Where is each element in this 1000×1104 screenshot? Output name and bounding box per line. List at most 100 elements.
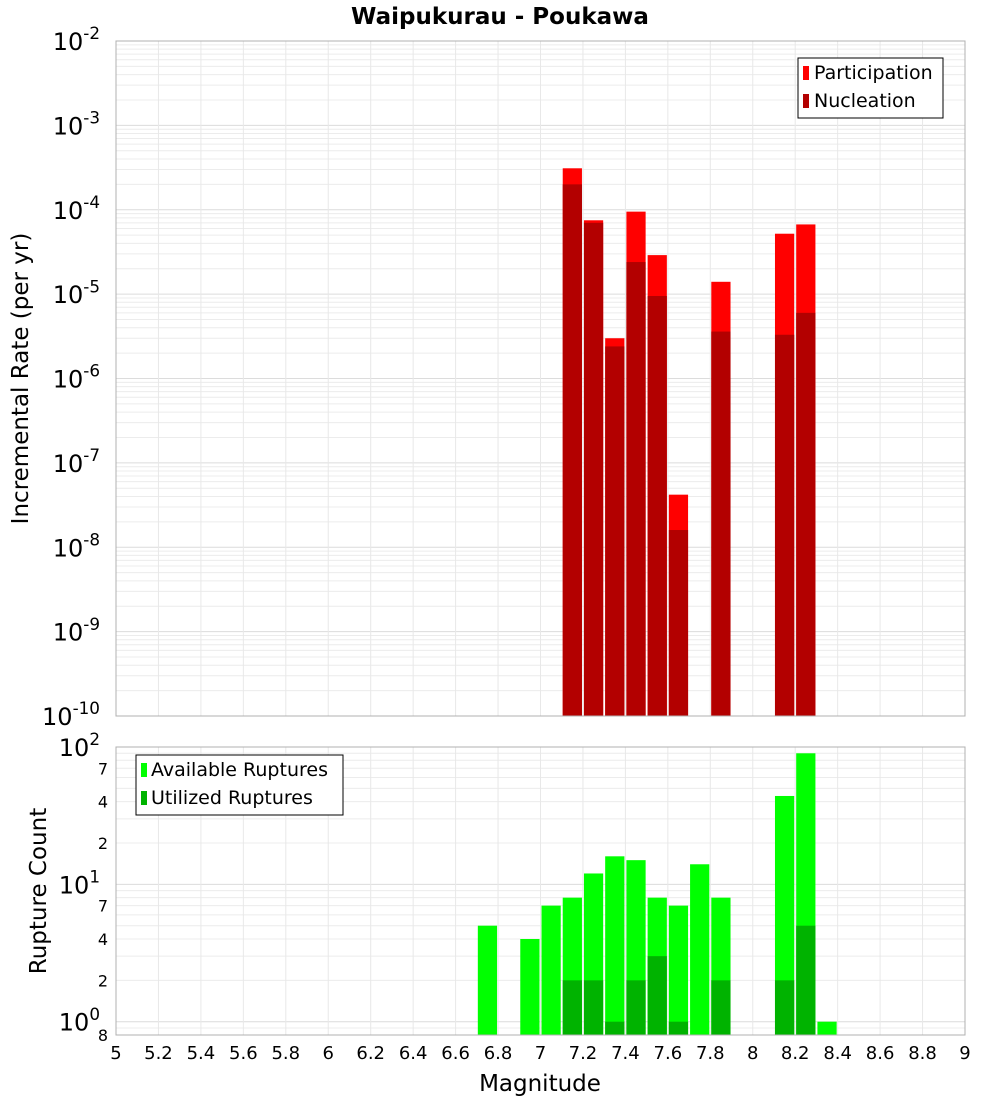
y-minor-tick-label-count: 4 bbox=[98, 793, 108, 812]
x-tick-label: 7.8 bbox=[696, 1043, 725, 1064]
utilized-ruptures-bar bbox=[562, 980, 582, 1035]
y-tick-label-rate: 10-4 bbox=[53, 192, 100, 225]
legend-rate: Participation Nucleation bbox=[797, 57, 944, 119]
available-ruptures-bar bbox=[817, 1021, 837, 1035]
y-tick-label-rate-exponent: -7 bbox=[83, 445, 100, 465]
x-tick-label: 8 bbox=[747, 1043, 758, 1064]
legend-label-utilized-ruptures: Utilized Ruptures bbox=[151, 787, 313, 809]
y-minor-tick-label-count: 7 bbox=[98, 759, 108, 778]
y-tick-label-count-exponent: 0 bbox=[89, 1004, 100, 1024]
nucleation-bar bbox=[605, 346, 625, 716]
x-tick-label: 5.8 bbox=[271, 1043, 300, 1064]
y-tick-label-rate: 10-9 bbox=[53, 614, 100, 647]
utilized-ruptures-bar bbox=[605, 1021, 625, 1035]
y-tick-label-rate-exponent: -2 bbox=[83, 23, 100, 43]
legend-label-available-ruptures: Available Ruptures bbox=[151, 759, 328, 781]
legend-count: Available Ruptures Utilized Ruptures bbox=[135, 754, 344, 816]
x-tick-label: 8.4 bbox=[823, 1043, 852, 1064]
utilized-ruptures-bar bbox=[647, 956, 667, 1035]
y-tick-label-rate-base: 10 bbox=[53, 197, 84, 225]
x-tick-label: 6.6 bbox=[441, 1043, 470, 1064]
legend-swatch-participation bbox=[803, 66, 809, 80]
nucleation-bar bbox=[796, 312, 816, 716]
nucleation-bar bbox=[647, 296, 667, 716]
y-axis-label-rate: Incremental Rate (per yr) bbox=[8, 233, 34, 525]
y-tick-label-rate-exponent: -9 bbox=[83, 614, 100, 634]
plot-frame bbox=[115, 40, 966, 717]
utilized-ruptures-bar bbox=[668, 1021, 689, 1035]
nucleation-bar bbox=[583, 222, 604, 716]
nucleation-bar bbox=[626, 262, 646, 716]
y-tick-label-count: 102 bbox=[59, 729, 100, 762]
available-ruptures-bar bbox=[605, 856, 625, 1035]
y-axis-label-count: Rupture Count bbox=[26, 808, 52, 974]
y-tick-label-count-exponent: 2 bbox=[89, 729, 100, 749]
available-ruptures-bar bbox=[668, 905, 689, 1035]
legend-box bbox=[797, 57, 944, 119]
y-minor-tick-label-count: 4 bbox=[98, 930, 108, 949]
y-tick-label-rate-exponent: -5 bbox=[83, 276, 100, 296]
y-minor-tick-label-count: 7 bbox=[98, 897, 108, 916]
y-tick-label-rate-base: 10 bbox=[42, 703, 73, 731]
nucleation-bar bbox=[774, 334, 795, 716]
utilized-ruptures-bar bbox=[626, 980, 646, 1035]
x-tick-label: 7.6 bbox=[654, 1043, 683, 1064]
available-ruptures-bar bbox=[520, 939, 540, 1035]
x-tick-label: 6.8 bbox=[484, 1043, 513, 1064]
x-tick-label: 9 bbox=[959, 1043, 970, 1064]
y-minor-tick-label-count: 8 bbox=[98, 1026, 108, 1045]
legend-label-participation: Participation bbox=[814, 62, 933, 84]
y-tick-label-rate-base: 10 bbox=[53, 450, 84, 478]
legend-swatch-utilized-ruptures bbox=[141, 791, 147, 805]
y-tick-label-rate: 10-3 bbox=[53, 108, 100, 141]
y-tick-label-rate: 10-8 bbox=[53, 529, 100, 562]
y-tick-label-rate-base: 10 bbox=[53, 28, 84, 56]
utilized-ruptures-bar bbox=[711, 980, 731, 1035]
y-tick-label-rate: 10-2 bbox=[53, 23, 100, 56]
legend-box bbox=[135, 754, 344, 816]
legend-label-nucleation: Nucleation bbox=[814, 90, 916, 112]
x-tick-label: 8.2 bbox=[781, 1043, 810, 1064]
y-tick-label-rate-exponent: -10 bbox=[73, 698, 100, 718]
y-tick-label-count-base: 10 bbox=[59, 734, 90, 762]
utilized-ruptures-bar bbox=[583, 980, 604, 1035]
y-tick-label-rate-exponent: -6 bbox=[83, 361, 100, 381]
y-tick-label-rate-base: 10 bbox=[53, 534, 84, 562]
chart-title: Waipukurau - Poukawa bbox=[351, 4, 649, 30]
y-tick-label-rate-exponent: -4 bbox=[83, 192, 100, 212]
y-tick-label-rate-base: 10 bbox=[53, 366, 84, 394]
available-ruptures-bar bbox=[774, 795, 795, 1035]
available-ruptures-bar bbox=[477, 925, 498, 1035]
x-tick-label: 5.4 bbox=[187, 1043, 216, 1064]
y-tick-label-rate: 10-10 bbox=[42, 698, 100, 731]
rate-plot: Waipukurau - Poukawa Incremental Rate (pe… bbox=[8, 4, 966, 731]
y-tick-label-rate: 10-5 bbox=[53, 276, 100, 309]
available-ruptures-bar bbox=[690, 864, 710, 1035]
nucleation-bar bbox=[711, 331, 731, 716]
x-tick-label: 5.2 bbox=[144, 1043, 173, 1064]
x-tick-label: 8.8 bbox=[908, 1043, 937, 1064]
plot-frame bbox=[115, 746, 966, 1036]
y-tick-label-rate-base: 10 bbox=[53, 619, 84, 647]
y-minor-tick-label-count: 2 bbox=[98, 971, 108, 990]
x-tick-label: 7.2 bbox=[569, 1043, 598, 1064]
x-tick-label: 6.2 bbox=[356, 1043, 385, 1064]
y-tick-label-rate-base: 10 bbox=[53, 281, 84, 309]
y-tick-label-rate-base: 10 bbox=[53, 112, 84, 140]
legend-swatch-available-ruptures bbox=[141, 763, 147, 777]
nucleation-bar bbox=[668, 530, 689, 716]
y-tick-label-count: 101 bbox=[59, 867, 100, 900]
x-tick-label: 7 bbox=[535, 1043, 546, 1064]
utilized-ruptures-bar bbox=[796, 925, 816, 1035]
y-tick-label-count-base: 10 bbox=[59, 1009, 90, 1037]
y-tick-label-count-base: 10 bbox=[59, 871, 90, 899]
legend-swatch-nucleation bbox=[803, 94, 809, 108]
x-tick-label: 7.4 bbox=[611, 1043, 640, 1064]
y-tick-label-rate: 10-7 bbox=[53, 445, 100, 478]
x-axis-label: Magnitude bbox=[479, 1071, 601, 1097]
x-tick-label: 6 bbox=[323, 1043, 334, 1064]
y-tick-label-rate: 10-6 bbox=[53, 361, 100, 394]
